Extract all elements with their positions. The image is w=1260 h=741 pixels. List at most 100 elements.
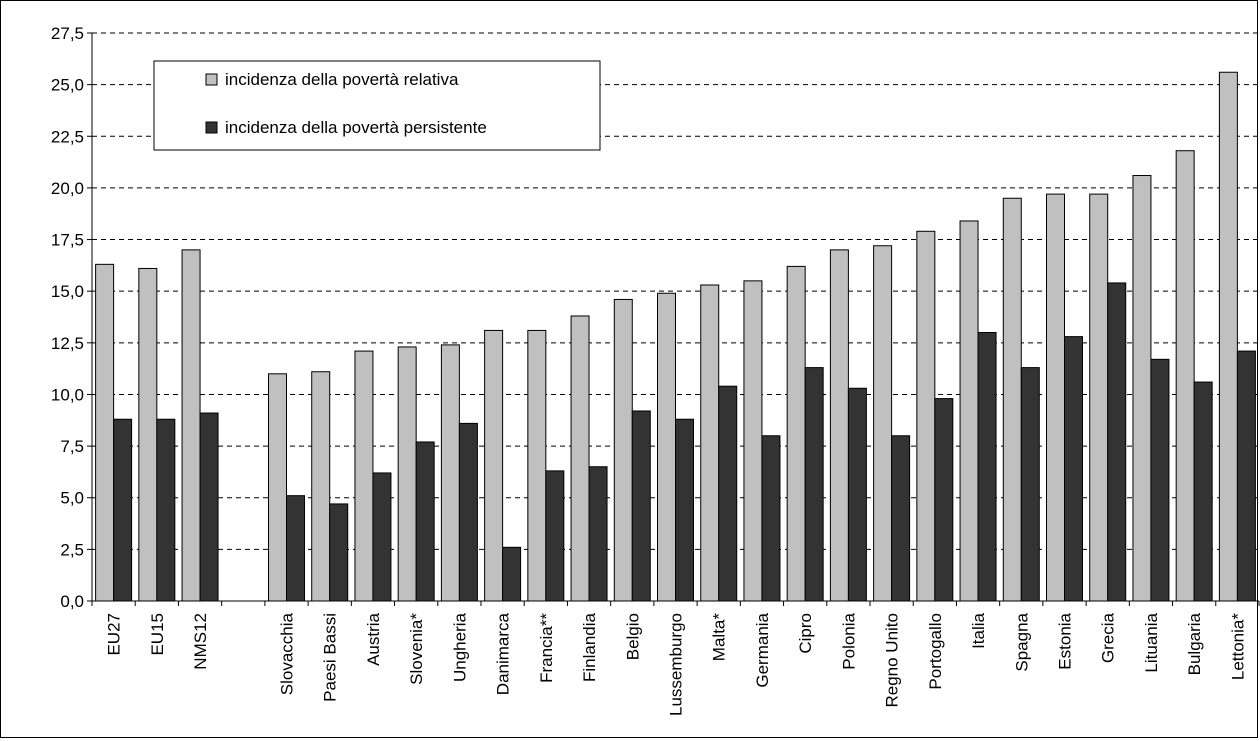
bar-persistente-Lituania [1150,358,1170,602]
bar-persistente-Lussemburgo [675,418,694,602]
legend-label-relativa: incidenza della povertà relativa [225,70,459,89]
y-tick-label: 10,0 [51,385,84,404]
bar-persistente-Spagna [1020,367,1040,602]
bar-relativa-Ungheria [440,344,460,602]
x-tick-label: Bulgaria [1185,612,1204,675]
x-tick-label: Danimarca [494,612,513,695]
y-tick-label: 0,0 [60,592,84,611]
legend-swatch-relativa [205,73,218,86]
bar-relativa-Francia** [527,329,547,602]
y-tick-labels: 0,0 2,5 5,0 7,5 10,0 12,5 15,0 17,5 20,0 22,5 25,0… [51,24,84,611]
bar-relativa-NMS12 [181,249,201,602]
bar-persistente-Paesi Bassi [329,503,349,602]
bar-persistente-Belgio [631,410,651,602]
bar-relativa-Polonia [829,249,849,602]
x-tick-label: NMS12 [191,613,210,670]
y-tick-label: 5,0 [60,489,84,508]
x-tick-label: Estonia [1056,612,1075,669]
bar-relativa-Belgio [613,298,633,602]
y-tick-label: 20,0 [51,179,84,198]
bar-persistente-Bulgaria [1193,381,1213,602]
x-tick-label: Paesi Bassi [321,613,340,702]
bar-relativa-Austria [354,350,374,602]
bar-relativa-Grecia [1089,193,1109,602]
bar-persistente-Cipro [804,367,824,602]
x-tick-label: Polonia [839,612,858,669]
bar-persistente-EU27 [113,418,133,602]
x-tick-label: Spagna [1012,612,1031,671]
bar-persistente-Slovenia* [415,441,435,602]
y-tick-label: 27,5 [51,24,84,43]
y-tick-label: 22,5 [51,127,84,146]
axes [87,32,1260,606]
x-tick-label: Malta* [710,613,729,662]
bar-relativa-Lussemburgo [657,292,676,602]
x-tick-label: Ungheria [450,612,469,682]
bar-persistente-Italia [977,331,997,602]
x-tick-label: Lituania [1142,612,1161,672]
x-tick-label: Belgio [623,613,642,660]
x-tick-label: Italia [969,612,988,648]
x-tick-label: EU15 [148,613,167,656]
bar-relativa-Lituania [1132,175,1152,602]
x-tick-label: Lussemburgo [667,613,686,716]
bar-persistente-Austria [372,472,392,602]
bar-persistente-Francia** [545,470,565,602]
x-tick-label: Cipro [796,613,815,654]
y-tick-label: 12,5 [51,334,84,353]
x-tick-label: Regno Unito [883,613,902,708]
x-tick-label: Austria [364,612,383,665]
x-tick-label: Germania [753,612,772,687]
bar-persistente-Lettonia* [1236,350,1256,602]
bar-persistente-Grecia [1107,282,1127,602]
bar-persistente-EU15 [156,418,176,602]
bar-persistente-Polonia [847,387,867,602]
bar-relativa-Germania [743,280,763,602]
bar-relativa-Regno Unito [873,245,893,602]
x-tick-label: Slovenia* [407,613,426,685]
y-tick-label: 15,0 [51,282,84,301]
bar-persistente-Portogallo [934,398,954,602]
bar-persistente-Ungheria [458,422,478,602]
bar-relativa-Slovacchia [268,373,287,602]
bar-persistente-Regno Unito [891,435,911,602]
bar-relativa-Spagna [1002,197,1022,602]
legend: incidenza della povertà relativa inciden… [153,60,601,151]
x-tick-label: Grecia [1099,612,1118,663]
y-tick-label: 17,5 [51,231,84,250]
legend-label-persistente: incidenza della povertà persistente [225,118,487,137]
x-tick-labels: EU27 EU15 NMS12 Slovacchia Paesi Bassi Austri… [105,612,1248,716]
bar-relativa-Italia [959,220,979,602]
bar-relativa-Malta* [700,284,720,602]
bar-relativa-Slovenia* [397,346,417,602]
y-tick-label: 7,5 [60,437,84,456]
bar-persistente-Finlandia [588,466,608,602]
bar-relativa-EU27 [95,263,115,602]
x-tick-label: Lettonia* [1228,613,1247,680]
bar-relativa-Cipro [786,265,806,602]
bars [95,71,1256,602]
bar-relativa-Paesi Bassi [311,371,331,602]
bar-persistente-Malta* [718,385,738,602]
bar-relativa-Portogallo [916,230,936,602]
x-tick-label: EU27 [105,613,124,656]
bar-relativa-Lettonia* [1218,71,1238,602]
legend-swatch-persistente [205,121,218,134]
x-tick-label: Slovacchia [278,612,297,695]
bar-persistente-NMS12 [199,412,219,602]
legend-box [153,60,601,151]
bar-relativa-Finlandia [570,315,590,602]
bar-persistente-Slovacchia [286,495,305,602]
bar-relativa-EU15 [138,267,158,602]
bar-relativa-Bulgaria [1175,150,1195,602]
y-tick-label: 25,0 [51,76,84,95]
x-tick-label: Francia** [537,613,556,683]
bar-persistente-Germania [761,435,781,602]
bar-persistente-Estonia [1064,336,1083,602]
bar-persistente-Danimarca [502,546,522,602]
x-tick-label: Portogallo [926,613,945,690]
bar-relativa-Danimarca [484,329,504,602]
bar-relativa-Estonia [1046,193,1065,602]
